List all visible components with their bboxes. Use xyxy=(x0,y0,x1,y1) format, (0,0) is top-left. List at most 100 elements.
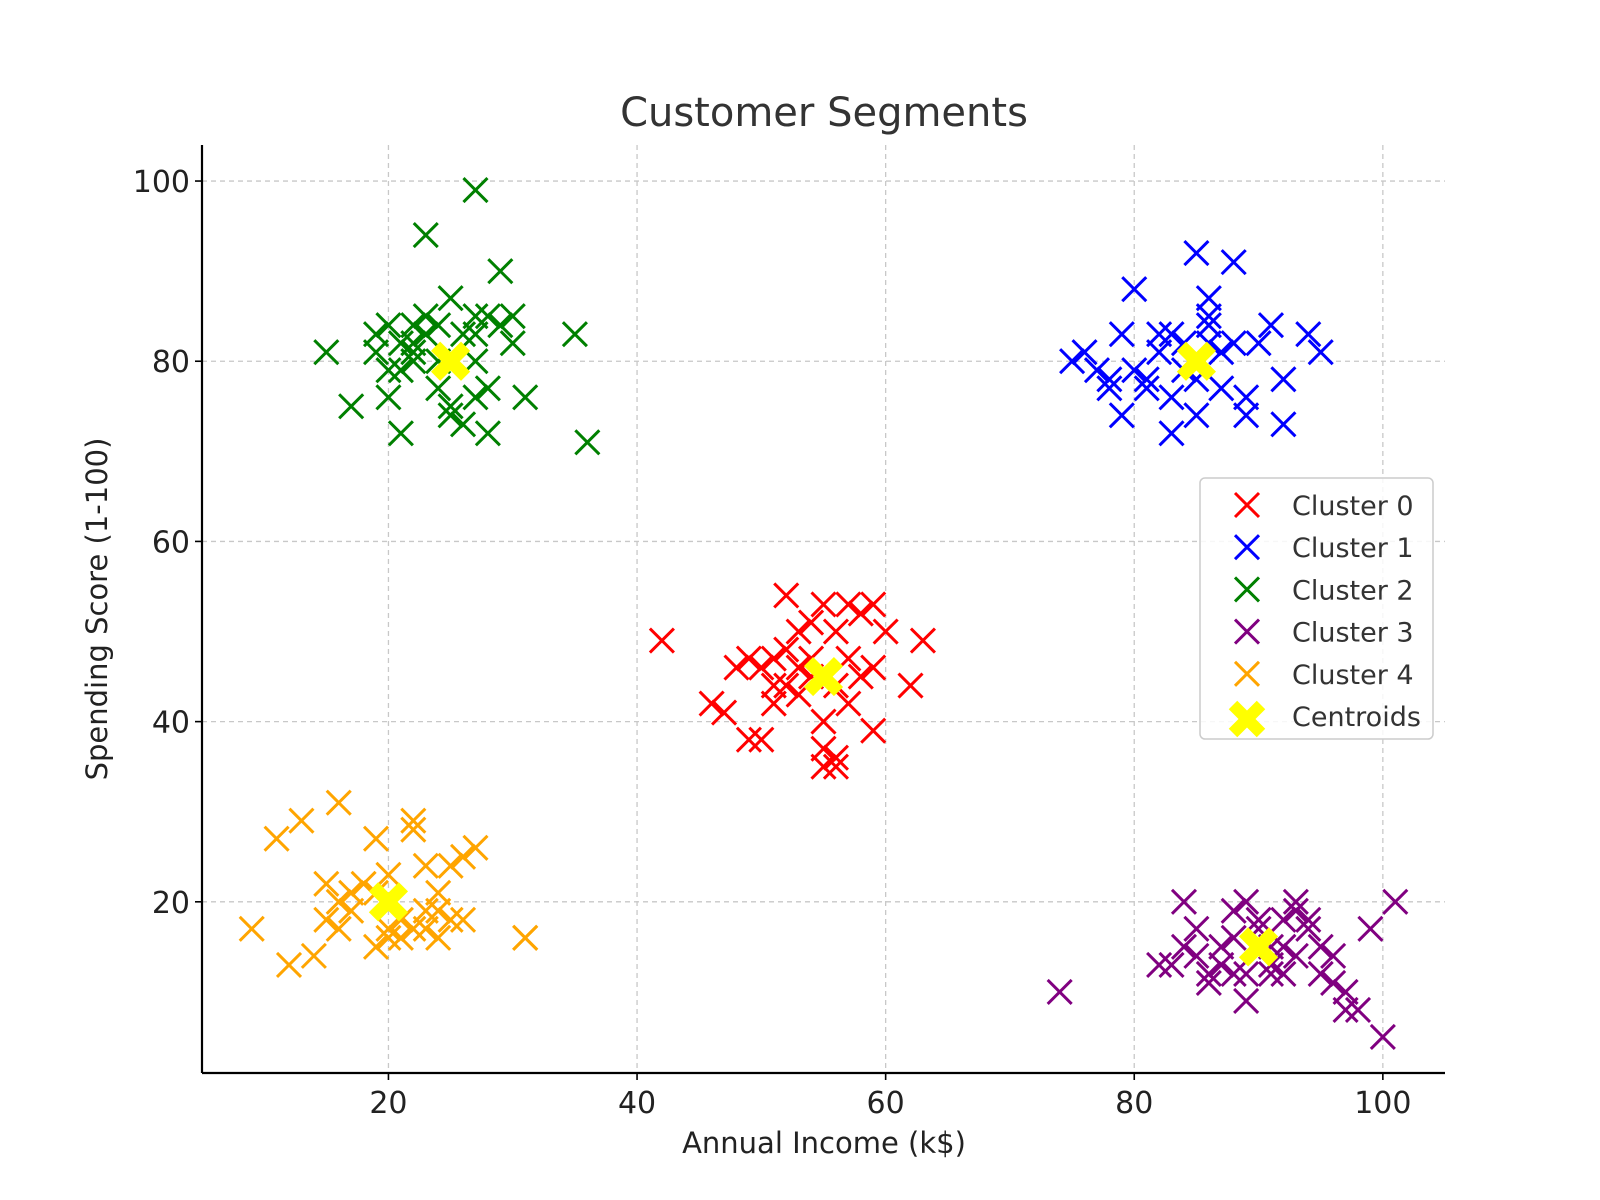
data-point xyxy=(847,600,874,627)
y-axis-label: Spending Score (1-100) xyxy=(80,438,114,781)
y-tick-label: 20 xyxy=(152,886,190,921)
data-point xyxy=(313,870,340,897)
data-point xyxy=(400,348,427,375)
data-point xyxy=(1195,312,1222,339)
data-point xyxy=(822,618,849,645)
data-point xyxy=(238,915,265,942)
legend-label: Cluster 0 xyxy=(1292,491,1414,522)
data-point xyxy=(1245,330,1272,357)
data-point xyxy=(338,897,365,924)
data-point xyxy=(1183,240,1210,267)
data-point xyxy=(425,924,452,951)
x-tick-label: 100 xyxy=(1354,1086,1411,1121)
legend-item: Cluster 0 xyxy=(1233,491,1414,522)
data-point xyxy=(909,627,937,654)
legend-marker xyxy=(1233,660,1261,687)
data-point xyxy=(1083,357,1111,384)
data-point xyxy=(1195,969,1222,996)
series-cluster-4 xyxy=(238,789,539,978)
data-point xyxy=(263,825,290,852)
y-tick-label: 80 xyxy=(152,345,190,380)
data-point xyxy=(1183,942,1210,969)
data-point xyxy=(288,807,315,834)
legend-marker xyxy=(1228,700,1266,738)
centroid-point xyxy=(431,341,471,381)
data-point xyxy=(400,915,427,942)
legend-label: Cluster 2 xyxy=(1292,575,1414,606)
data-point xyxy=(773,582,800,609)
data-point xyxy=(735,645,762,672)
x-tick-label: 80 xyxy=(1115,1086,1153,1121)
data-point xyxy=(338,393,365,420)
legend-marker xyxy=(1233,618,1261,645)
legend-item: Cluster 3 xyxy=(1233,618,1414,649)
legend-item: Cluster 4 xyxy=(1233,660,1414,691)
chart-title: Customer Segments xyxy=(620,90,1028,136)
data-point xyxy=(1220,897,1247,924)
data-point xyxy=(300,942,327,969)
data-point xyxy=(1320,942,1347,969)
data-point xyxy=(760,690,787,717)
data-point xyxy=(449,411,477,438)
data-point xyxy=(362,339,390,366)
data-point xyxy=(1158,384,1185,411)
data-point xyxy=(1108,321,1135,348)
data-point xyxy=(425,897,452,924)
data-point xyxy=(810,753,837,780)
series-cluster-0 xyxy=(648,582,937,780)
data-point xyxy=(810,708,837,735)
legend-box xyxy=(1199,477,1434,740)
data-point xyxy=(1295,906,1322,933)
legend-label: Centroids xyxy=(1292,702,1421,733)
data-point xyxy=(1146,339,1173,366)
data-point xyxy=(325,888,352,915)
data-point xyxy=(1270,906,1297,933)
legend-item: Cluster 2 xyxy=(1233,575,1414,606)
y-tick-label: 100 xyxy=(133,165,190,200)
data-point xyxy=(810,591,837,618)
data-point xyxy=(574,429,601,456)
data-point xyxy=(1307,933,1334,960)
data-points xyxy=(238,176,1409,1051)
data-point xyxy=(1220,924,1247,951)
data-point xyxy=(1320,969,1347,996)
centroid-point xyxy=(368,882,409,922)
data-point xyxy=(1257,312,1285,339)
data-point xyxy=(785,618,812,645)
data-point xyxy=(1257,960,1285,987)
data-point xyxy=(1121,357,1148,384)
data-point xyxy=(437,852,464,879)
data-point xyxy=(1195,285,1222,312)
data-point xyxy=(1146,951,1173,978)
data-point xyxy=(1357,915,1384,942)
data-point xyxy=(449,843,477,870)
legend-item: Centroids xyxy=(1228,700,1421,738)
data-point xyxy=(698,690,725,717)
data-point xyxy=(412,915,439,942)
data-point xyxy=(462,321,489,348)
data-point xyxy=(1245,906,1272,933)
data-point xyxy=(474,375,501,402)
data-point xyxy=(400,807,427,834)
data-point xyxy=(1208,339,1235,366)
legend-marker xyxy=(1233,491,1261,519)
data-point xyxy=(1282,888,1309,915)
data-point xyxy=(449,321,477,348)
data-point xyxy=(387,330,414,357)
data-point xyxy=(735,726,762,753)
data-point xyxy=(1208,375,1235,402)
data-point xyxy=(437,393,464,420)
data-point xyxy=(1307,339,1334,366)
data-point xyxy=(822,753,849,780)
data-point xyxy=(1208,951,1235,978)
data-point xyxy=(1233,960,1260,987)
data-point xyxy=(1183,402,1210,429)
data-point xyxy=(1332,978,1359,1005)
data-point xyxy=(400,816,427,843)
data-point xyxy=(375,384,402,411)
data-point xyxy=(760,645,787,672)
axes xyxy=(200,145,1445,1075)
data-point xyxy=(798,609,825,636)
data-point xyxy=(847,663,874,690)
data-point xyxy=(499,330,526,357)
